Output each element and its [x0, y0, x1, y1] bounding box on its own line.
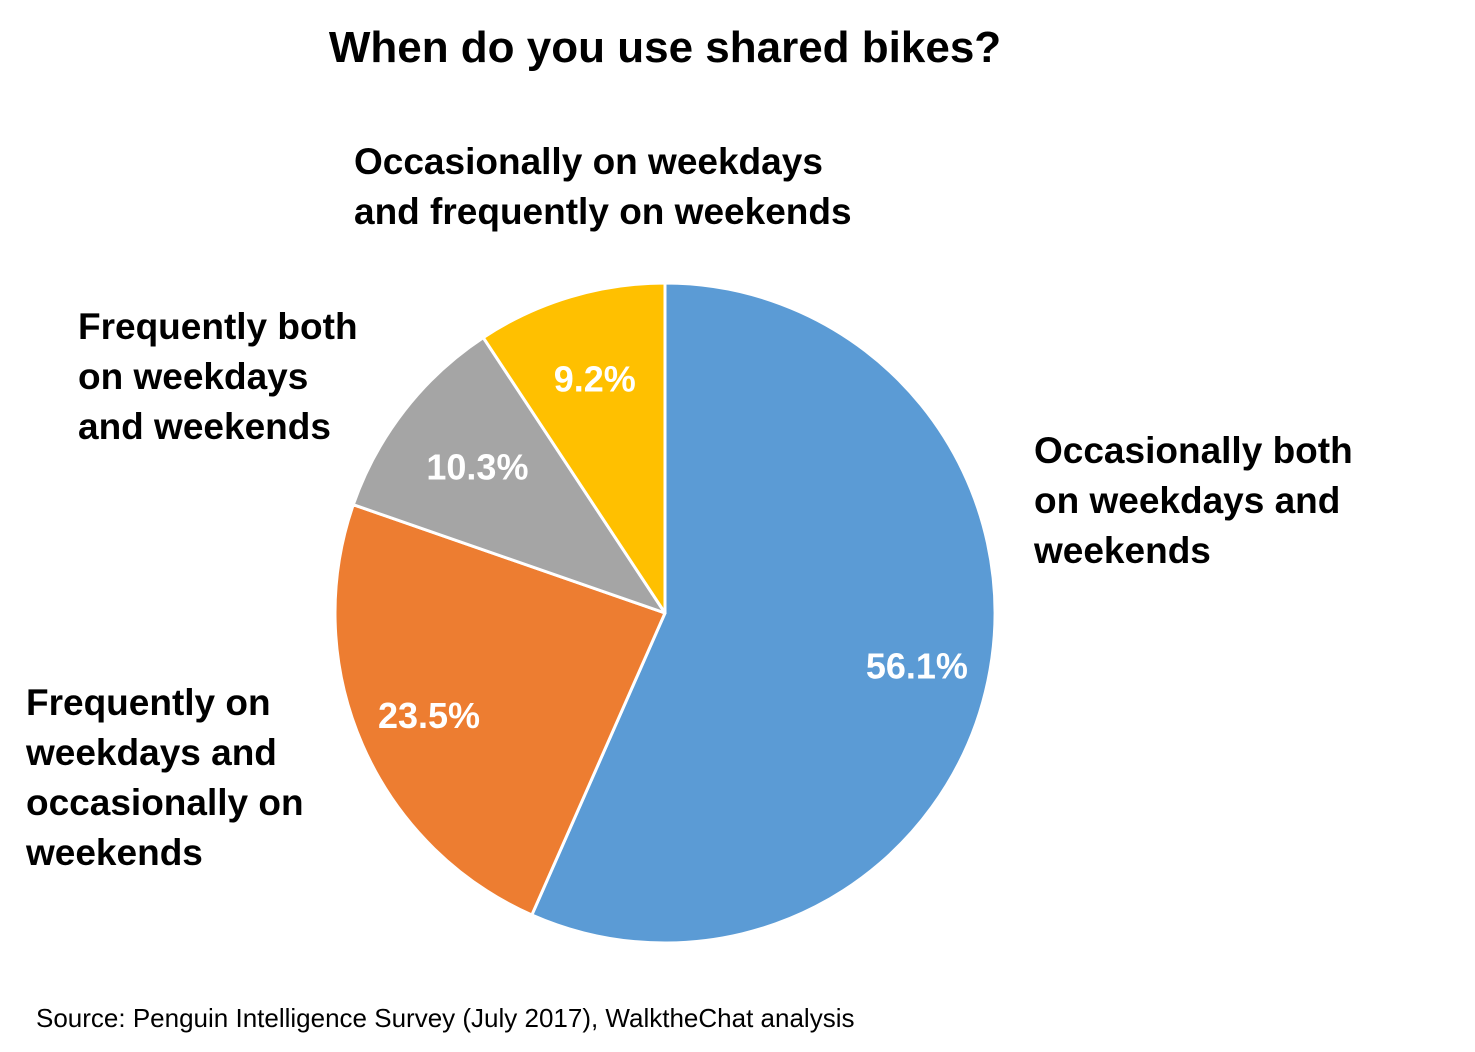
pie-slice-occasionally-both: [530, 281, 997, 945]
slice-value-frequently-weekends: 9.2%: [554, 359, 636, 400]
pie-slice-frequently-weekends: [481, 281, 667, 615]
slice-value-occasionally-both: 56.1%: [866, 646, 968, 687]
chart-title: When do you use shared bikes?: [328, 23, 1002, 72]
source-note: Source: Penguin Intelligence Survey (Jul…: [36, 1003, 855, 1033]
pie-slice-frequently-weekdays: [333, 503, 667, 917]
slice-label-occasionally-both: Occasionally both on weekdays and weeken…: [1034, 430, 1353, 571]
slice-label-frequently-both: Frequently both on weekdays and weekends: [78, 306, 358, 447]
slice-label-frequently-weekdays: Frequently on weekdays and occasionally …: [26, 682, 304, 873]
pie-slice-frequently-both: [351, 336, 667, 615]
slice-label-frequently-weekends: Occasionally on weekdays and frequently …: [354, 141, 852, 232]
slice-value-frequently-weekdays: 23.5%: [378, 695, 480, 736]
slice-value-frequently-both: 10.3%: [426, 447, 528, 488]
